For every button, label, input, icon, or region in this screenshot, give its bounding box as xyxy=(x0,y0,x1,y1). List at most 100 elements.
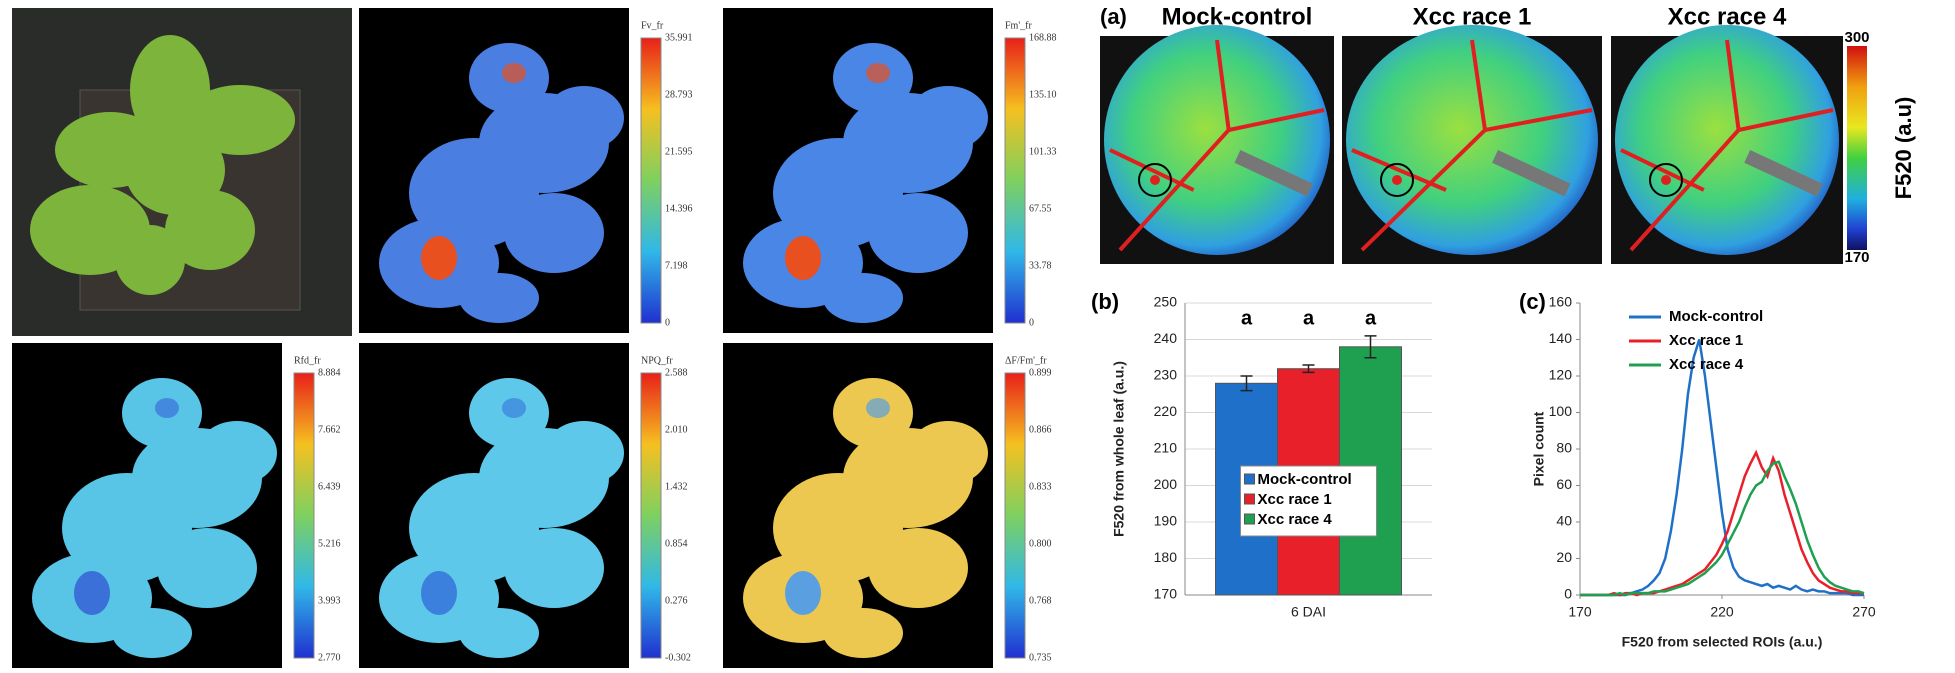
y-tick-label: 40 xyxy=(1556,513,1572,529)
leaf-vein xyxy=(1620,39,1834,252)
colorbar-tick-label: 2.588 xyxy=(665,367,688,378)
y-tick-label: 100 xyxy=(1549,403,1573,419)
significance-label: a xyxy=(1241,307,1253,329)
leaf-vein xyxy=(1351,39,1593,252)
colorbar-tick-label: 21.595 xyxy=(665,146,693,157)
leaf-region xyxy=(544,86,624,150)
y-tick-label: 240 xyxy=(1154,330,1178,346)
series-line xyxy=(1580,460,1865,597)
panel-label: (b) xyxy=(1091,289,1119,314)
colorbar-tick-label: 5.216 xyxy=(318,538,341,549)
f520-colorbar xyxy=(1847,46,1867,250)
leaf-region xyxy=(112,608,192,658)
leaf-region xyxy=(504,193,604,273)
colorbar-title: ΔF/Fm'_fr xyxy=(1005,355,1047,366)
x-tick-label: 270 xyxy=(1852,604,1876,620)
colorbar-tick-label: 33.78 xyxy=(1029,260,1052,271)
colorbar-tick-label: 0.735 xyxy=(1029,652,1052,663)
leaf-title: Mock-control xyxy=(1162,3,1313,30)
y-tick-label: 210 xyxy=(1154,440,1178,456)
leaf-region xyxy=(868,528,968,608)
legend-label: Xcc race 4 xyxy=(1258,511,1333,528)
hot-spot xyxy=(785,236,821,280)
hot-spot xyxy=(866,63,890,83)
y-tick-label: 230 xyxy=(1154,367,1178,383)
colorbar-tick-label: 0 xyxy=(1029,317,1034,328)
legend-label: Xcc race 1 xyxy=(1669,332,1743,349)
leaf-region xyxy=(504,528,604,608)
probe xyxy=(1234,150,1313,197)
colorbar-tick-label: 101.33 xyxy=(1029,146,1057,157)
colorbar-tick-label: 2.770 xyxy=(318,652,341,663)
hot-spot xyxy=(502,63,526,83)
y-tick-label: 0 xyxy=(1564,586,1572,602)
y-tick-label: 120 xyxy=(1549,367,1573,383)
y-tick-label: 170 xyxy=(1154,586,1178,602)
colorbar-tick-label: 168.88 xyxy=(1029,32,1057,43)
colorbar-tick-label: 0.276 xyxy=(665,595,688,606)
panel-label: (c) xyxy=(1519,289,1546,314)
y-axis-label: Pixel count xyxy=(1531,411,1547,486)
hot-spot xyxy=(155,398,179,418)
probe xyxy=(1492,149,1571,197)
colorbar-tick-label: 7.198 xyxy=(665,260,688,271)
probe xyxy=(1744,149,1823,197)
heatmap-panel: NPQ_fr2.588 2.010 1.432 0.854 0.276 -0.302 xyxy=(359,343,691,668)
colorbar-tick-label: -0.302 xyxy=(665,652,691,663)
colorbar-tick-label: 0 xyxy=(665,317,670,328)
leaf-region xyxy=(868,193,968,273)
plant-photo xyxy=(12,8,352,336)
colorbar-tick-label: 35.991 xyxy=(665,32,693,43)
colorbar-title: Rfd_fr xyxy=(294,355,321,366)
y-tick-label: 80 xyxy=(1556,440,1572,456)
error-bar xyxy=(1240,375,1253,392)
heatmap-panel: Rfd_fr8.884 7.662 6.439 5.216 3.993 2.770 xyxy=(12,343,341,668)
y-tick-label: 220 xyxy=(1154,403,1178,419)
roi-circle xyxy=(1138,163,1172,197)
hot-spot xyxy=(421,571,457,615)
x-tick-label: 6 DAI xyxy=(1291,604,1326,620)
legend-swatch xyxy=(1244,493,1255,505)
colorbar-min: 170 xyxy=(1844,249,1869,266)
y-tick-label: 160 xyxy=(1549,294,1573,310)
x-tick-label: 170 xyxy=(1568,604,1592,620)
colorbar-tick-label: 0.800 xyxy=(1029,538,1052,549)
colorbar-tick-label: 0.833 xyxy=(1029,481,1052,492)
leaf-region xyxy=(544,421,624,485)
roi-circle xyxy=(1380,163,1414,197)
colorbar xyxy=(293,372,315,659)
colorbar-tick-label: 0.854 xyxy=(665,538,688,549)
colorbar-title: Fv_fr xyxy=(641,20,664,31)
error-bar xyxy=(1364,335,1377,359)
roi-spot xyxy=(1661,175,1671,185)
colorbar-tick-label: 0.768 xyxy=(1029,595,1052,606)
y-tick-label: 140 xyxy=(1549,330,1573,346)
y-tick-label: 20 xyxy=(1556,549,1572,565)
colorbar-title: NPQ_fr xyxy=(641,355,673,366)
colorbar-tick-label: 67.55 xyxy=(1029,203,1052,214)
colorbar-tick-label: 7.662 xyxy=(318,424,341,435)
legend-label: Mock-control xyxy=(1258,471,1352,488)
y-tick-label: 200 xyxy=(1154,476,1178,492)
hot-spot xyxy=(866,398,890,418)
legend-box xyxy=(1240,465,1377,537)
hot-spot xyxy=(74,571,110,615)
panel-label: (a) xyxy=(1100,4,1127,29)
colorbar-title: F520 (a.u) xyxy=(1891,97,1916,200)
roi-spot xyxy=(1150,175,1160,185)
hot-spot xyxy=(785,571,821,615)
y-axis-label: F520 from whole leaf (a.u.) xyxy=(1111,361,1127,537)
heatmap-panel: ΔF/Fm'_fr0.899 0.866 0.833 0.800 0.768 0.735 xyxy=(723,343,1052,668)
significance-label: a xyxy=(1303,307,1315,329)
colorbar xyxy=(640,37,662,324)
leaf-region xyxy=(459,273,539,323)
leaf-region xyxy=(157,528,257,608)
colorbar-tick-label: 6.439 xyxy=(318,481,341,492)
leaf-region xyxy=(459,608,539,658)
colorbar-tick-label: 8.884 xyxy=(318,367,341,378)
leaf-region xyxy=(823,273,903,323)
legend-label: Mock-control xyxy=(1669,308,1763,325)
